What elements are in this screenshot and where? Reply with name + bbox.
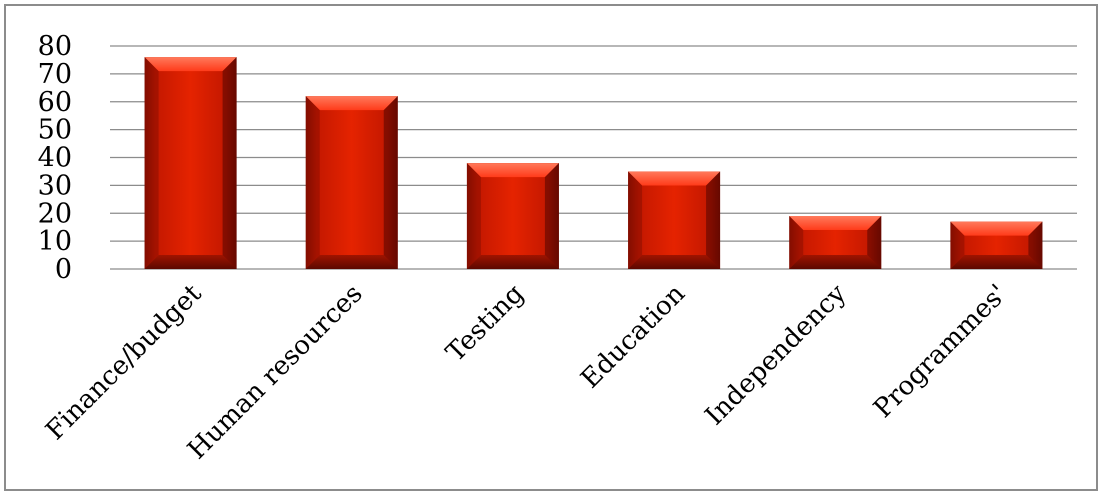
y-tick-label: 50 [38, 115, 72, 146]
bar [144, 57, 237, 270]
y-tick-label: 0 [55, 254, 72, 285]
bar-top-bevel [305, 96, 398, 111]
bars [144, 57, 1043, 270]
y-tick-label: 10 [38, 226, 72, 257]
bar-top-bevel [144, 57, 237, 72]
bar [466, 163, 559, 269]
bar-bottom-bevel [789, 255, 882, 269]
bar-top-bevel [950, 221, 1043, 236]
bar-right-bevel [867, 216, 882, 269]
bar-face [628, 171, 721, 269]
bar-face [144, 57, 237, 270]
bar-bottom-bevel [305, 255, 398, 269]
x-category-label: Testing [441, 279, 530, 368]
bar-bottom-bevel [466, 255, 559, 269]
bar-left-bevel [628, 171, 643, 269]
bar-right-bevel [222, 57, 237, 270]
x-category-label: Independency [700, 279, 853, 432]
bar-face [466, 163, 559, 269]
gridlines [110, 45, 1077, 270]
bar [628, 171, 721, 269]
y-tick-label: 60 [38, 87, 72, 118]
y-tick-label: 40 [38, 143, 72, 174]
bar [950, 221, 1043, 269]
bar-top-bevel [789, 216, 882, 231]
y-tick-label: 80 [38, 31, 72, 62]
bar-left-bevel [466, 163, 481, 269]
bar [305, 96, 398, 269]
x-category-label: Programmes' [868, 279, 1013, 424]
bar [789, 216, 882, 269]
bar-top-bevel [466, 163, 559, 178]
bar-left-bevel [950, 221, 965, 269]
x-category-label: Finance/budget [40, 278, 208, 446]
bar-right-bevel [706, 171, 721, 269]
x-category-label: Human resources [182, 279, 369, 466]
y-tick-label: 20 [38, 198, 72, 229]
y-tick-label: 70 [38, 59, 72, 90]
bar-bottom-bevel [950, 255, 1043, 269]
bar-face [305, 96, 398, 269]
bar-bottom-bevel [144, 255, 237, 269]
x-category-label: Education [575, 279, 691, 395]
y-tick-label: 30 [38, 170, 72, 201]
bar-left-bevel [305, 96, 320, 269]
bar-left-bevel [144, 57, 159, 270]
bar-left-bevel [789, 216, 804, 269]
bar-right-bevel [544, 163, 559, 269]
bar-right-bevel [1028, 221, 1043, 269]
bar-bottom-bevel [628, 255, 721, 269]
bar-right-bevel [383, 96, 398, 269]
bar-top-bevel [628, 171, 721, 186]
